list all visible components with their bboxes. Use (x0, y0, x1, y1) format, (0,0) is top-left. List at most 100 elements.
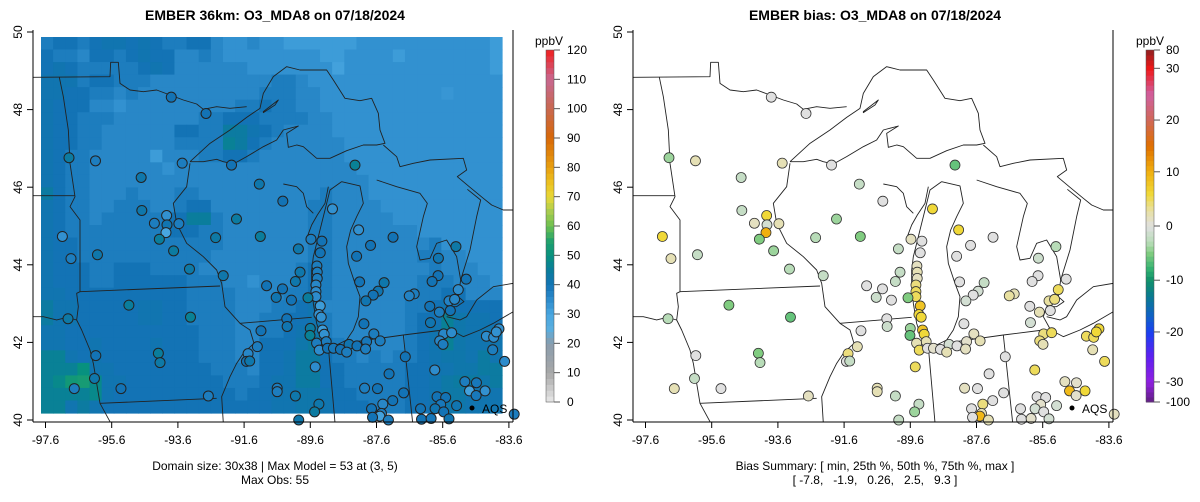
grid-cell (356, 187, 370, 201)
grid-cell (65, 350, 78, 364)
grid-cell (417, 49, 430, 63)
grid-cell (65, 112, 78, 126)
grid-cell (332, 325, 345, 339)
colorbar-swatch (1146, 316, 1154, 323)
grid-cell (259, 149, 273, 163)
grid-cell (368, 87, 382, 101)
bias-station-marker (656, 231, 668, 242)
grid-cell (41, 275, 54, 289)
grid-cell (53, 362, 66, 376)
obs-station-marker (153, 233, 165, 245)
colorbar-swatch (546, 366, 554, 374)
obs-station-marker (154, 357, 166, 369)
grid-cell (320, 62, 333, 76)
grid-cell (235, 87, 248, 101)
obs-station-marker (426, 275, 438, 287)
grid-cell (441, 212, 455, 226)
grid-cell (259, 49, 273, 63)
grid-cell (174, 74, 188, 88)
grid-cell (441, 74, 455, 88)
grid-cell (89, 74, 103, 88)
grid-cell (222, 99, 236, 113)
grid-cell (441, 275, 455, 289)
colorbar-swatch (546, 349, 554, 356)
obs-station-marker (152, 347, 164, 359)
obs-station-marker (359, 382, 371, 394)
colorbar-swatch (1146, 231, 1154, 237)
grid-cell (125, 387, 139, 402)
grid-cell (489, 99, 503, 113)
grid-cell (186, 212, 200, 226)
bias-station-marker (1037, 338, 1049, 350)
grid-cell (380, 149, 394, 163)
grid-cell (332, 124, 345, 138)
bias-station-marker (893, 414, 905, 426)
grid-cell (489, 162, 503, 176)
grid-cell (441, 162, 455, 176)
grid-cell (138, 149, 151, 163)
grid-cell (125, 37, 139, 51)
grid-cell (210, 187, 224, 201)
grid-cell (429, 49, 442, 63)
colorbar-swatch (546, 220, 554, 227)
grid-cell (150, 387, 163, 402)
grid-cell (186, 350, 200, 364)
grid-cell (332, 74, 345, 88)
colorbar-swatch (546, 73, 554, 80)
grid-cell (198, 312, 212, 326)
grid-cell (271, 74, 285, 88)
bias-station-marker (752, 347, 764, 359)
obs-station-marker (251, 341, 263, 353)
grid-cell (150, 87, 163, 101)
grid-cell (295, 124, 309, 138)
grid-cell (404, 62, 418, 76)
grid-cell (222, 312, 236, 326)
grid-cell (247, 49, 260, 63)
grid-cell (89, 99, 103, 113)
grid-cell (89, 37, 103, 51)
obs-station-marker (358, 318, 370, 330)
grid-cell (368, 174, 382, 188)
grid-cell (89, 49, 103, 63)
grid-cell (295, 225, 309, 239)
grid-cell (125, 62, 139, 76)
grid-cell (344, 199, 358, 214)
grid-cell (186, 275, 200, 289)
colorbar-swatch (1146, 371, 1154, 378)
colorbar-swatch (546, 138, 554, 145)
bias-station-marker (1043, 413, 1055, 425)
grid-cell (404, 137, 418, 151)
grid-cell (404, 312, 418, 326)
grid-cell (89, 387, 103, 402)
colorbar-swatch (546, 390, 554, 397)
grid-cell (89, 212, 103, 226)
grid-cell (138, 337, 151, 351)
grid-cell (125, 275, 139, 289)
grid-cell (89, 225, 103, 239)
grid-cell (41, 237, 54, 251)
grid-cell (465, 262, 479, 276)
grid-cell (125, 325, 139, 339)
grid-cell (380, 37, 394, 51)
grid-cell (489, 275, 503, 289)
grid-cell (125, 74, 139, 88)
grid-cell (101, 262, 115, 276)
grid-cell (404, 325, 418, 339)
grid-cell (235, 149, 248, 163)
obs-station-marker (184, 311, 196, 323)
grid-cell (113, 212, 127, 226)
grid-cell (125, 162, 139, 176)
grid-cell (453, 49, 467, 63)
grid-cell (356, 74, 370, 88)
grid-cell (101, 312, 115, 326)
obs-station-marker (115, 383, 127, 395)
colorbar-swatch (546, 267, 554, 274)
grid-cell (320, 275, 333, 289)
grid-cell (210, 400, 224, 414)
colorbar-swatch (1146, 331, 1154, 338)
grid-cell (477, 250, 491, 264)
grid-cell (125, 174, 139, 188)
grid-cell (162, 275, 176, 289)
grid-cell (125, 362, 139, 376)
grid-cell (368, 212, 382, 226)
